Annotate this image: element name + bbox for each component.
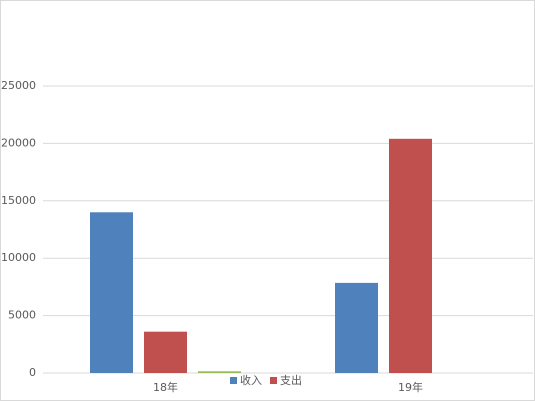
bar [144,331,187,373]
x-tick-label: 19年 [398,380,423,394]
legend-swatch [270,377,277,384]
bar [389,138,432,373]
y-tick-label: 25000 [1,79,36,92]
legend-label: 收入 [240,373,262,387]
y-tick-label: 15000 [1,194,36,207]
legend-swatch [230,377,237,384]
y-tick-label: 0 [29,366,36,379]
bar [198,371,241,373]
bar [335,282,378,373]
x-tick-label: 18年 [153,380,178,394]
bar [90,212,133,373]
y-tick-label: 20000 [1,136,36,149]
legend-label: 支出 [280,373,302,387]
y-tick-label: 10000 [1,251,36,264]
y-tick-label: 5000 [8,309,36,322]
